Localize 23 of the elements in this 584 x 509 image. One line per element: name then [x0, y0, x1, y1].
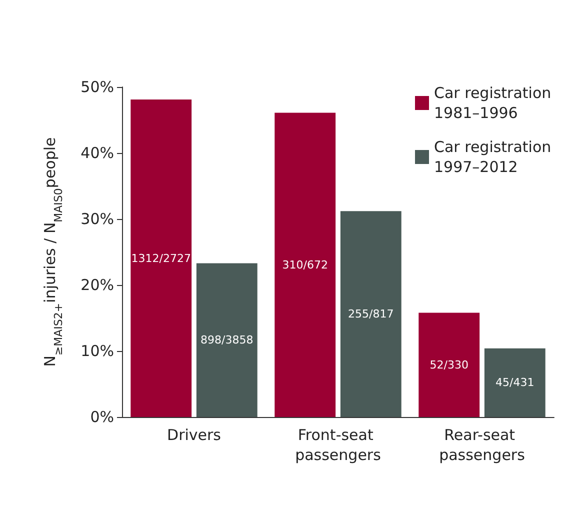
y-tick-label: 30% [80, 210, 114, 228]
bar [340, 211, 402, 417]
y-tick-label: 10% [80, 342, 114, 360]
data-label: 45/431 [496, 376, 534, 390]
bar [484, 348, 546, 417]
data-label: 255/817 [348, 308, 394, 321]
y-tick-label: 20% [80, 276, 114, 294]
x-tick-label: Rear-seat passengers [439, 426, 526, 464]
bar [130, 100, 192, 417]
legend-label: Car registration 1981–1996 [434, 84, 556, 122]
data-label: 1312/2727 [131, 252, 191, 265]
data-label: 898/3858 [200, 334, 254, 347]
legend-label: Car registration 1997–2012 [434, 138, 556, 176]
y-tick-label: 40% [80, 144, 114, 162]
bar [274, 112, 336, 417]
bar [196, 263, 258, 417]
data-label: 310/672 [282, 258, 328, 272]
x-tick-label: Drivers [167, 426, 222, 444]
x-tick-label: Front-seat passengers [295, 426, 382, 464]
data-label: 52/330 [430, 358, 468, 372]
y-tick-label: 0% [90, 408, 114, 426]
y-tick-label: 50% [80, 78, 114, 96]
bar [418, 312, 480, 417]
